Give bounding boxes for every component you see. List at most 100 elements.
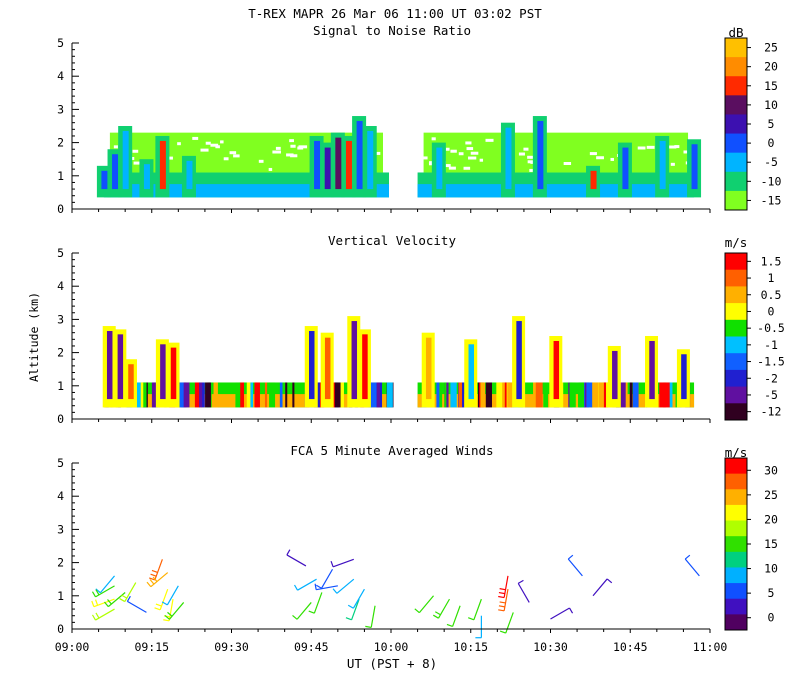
y-tick-label: 3 xyxy=(57,522,64,536)
wind-barb xyxy=(154,588,169,611)
heatmap-speckle xyxy=(205,141,211,145)
heatmap-speckle xyxy=(535,382,543,408)
heatmap-column xyxy=(324,147,331,190)
heatmap-speckle xyxy=(448,166,456,170)
heatmap-speckle xyxy=(610,157,614,161)
heatmap-speckle xyxy=(113,145,118,149)
heatmap-speckle xyxy=(632,382,639,408)
colorbar-label: 0 xyxy=(768,304,775,318)
wind-barb xyxy=(314,583,338,591)
heatmap-speckle xyxy=(480,382,486,408)
colorbar-swatch xyxy=(725,369,747,388)
heatmap-speckle xyxy=(463,166,471,170)
heatmap-speckle xyxy=(458,152,464,156)
y-tick-label: 2 xyxy=(57,346,64,360)
heatmap-column xyxy=(324,337,331,400)
wind-barb xyxy=(286,549,307,567)
x-tick-label: 11:00 xyxy=(693,640,728,654)
heatmap-speckle xyxy=(235,382,241,408)
heatmap-speckle xyxy=(375,151,381,155)
wind-barb xyxy=(468,598,482,621)
heatmap-speckle xyxy=(290,144,296,148)
colorbar-swatch xyxy=(725,319,747,337)
heatmap-column xyxy=(681,354,687,400)
heatmap-column xyxy=(505,127,512,190)
heatmap-speckle xyxy=(229,151,237,155)
colorbar-swatch xyxy=(725,76,747,96)
heatmap-speckle xyxy=(527,160,534,164)
heatmap-column xyxy=(590,170,597,190)
snr-unit: dB xyxy=(728,25,743,40)
heatmap-speckle xyxy=(285,382,288,408)
heatmap-speckle xyxy=(437,382,443,408)
y-tick-label: 0 xyxy=(57,622,64,636)
x-tick-label: 10:00 xyxy=(374,640,409,654)
colorbar-label: 10 xyxy=(764,562,778,576)
heatmap-speckle xyxy=(339,382,344,408)
heatmap-speckle xyxy=(667,145,677,149)
y-tick-label: 5 xyxy=(57,246,64,260)
colorbar-swatch xyxy=(725,504,747,522)
heatmap-speckle xyxy=(233,154,240,158)
heatmap-speckle xyxy=(179,382,187,408)
heatmap-speckle xyxy=(213,382,218,408)
heatmap-speckle xyxy=(663,382,670,408)
heatmap-speckle xyxy=(523,147,529,151)
heatmap-speckle xyxy=(468,156,477,160)
colorbar-label: -15 xyxy=(761,193,782,207)
colorbar-swatch xyxy=(725,133,747,154)
heatmap-column xyxy=(649,340,655,400)
heatmap-speckle xyxy=(331,382,338,408)
wind-barb xyxy=(432,598,451,619)
heatmap-speckle xyxy=(200,148,209,152)
heatmap-column xyxy=(101,170,108,190)
heatmap-column xyxy=(309,331,315,400)
colorbar-swatch xyxy=(725,38,747,58)
y-tick-label: 1 xyxy=(57,169,64,183)
x-tick-label: 09:15 xyxy=(134,640,169,654)
colorbar-swatch xyxy=(725,336,747,354)
colorbar-swatch xyxy=(725,57,747,77)
heatmap-column xyxy=(468,344,474,400)
heatmap-column xyxy=(553,340,560,400)
heatmap-speckle xyxy=(297,146,304,150)
heatmap-column xyxy=(143,164,150,190)
heatmap-speckle xyxy=(683,150,689,154)
wind-barb xyxy=(567,554,583,577)
y-tick-label: 2 xyxy=(57,136,64,150)
winds-plot-area: 0 1 2 3 4 5 09:00 09:15 09:30 09:45 10:00 10:15 10:3… xyxy=(55,456,728,654)
colorbar-frame xyxy=(724,252,748,421)
heatmap-column xyxy=(117,334,124,400)
heatmap-column xyxy=(122,130,129,190)
heatmap-speckle xyxy=(629,382,633,408)
snr-colorbar: 25 20 15 10 5 0 -5 -10 -15 xyxy=(724,37,782,211)
heatmap-speckle xyxy=(132,149,139,153)
heatmap-speckle xyxy=(465,141,472,145)
wind-barb xyxy=(517,579,530,603)
x-tick-label: 09:30 xyxy=(214,640,249,654)
heatmap-speckle xyxy=(383,166,392,170)
wind-barb xyxy=(126,595,147,613)
wind-barb xyxy=(414,595,434,614)
heatmap-speckle xyxy=(210,143,219,147)
heatmap-speckle xyxy=(254,382,260,408)
y-tick-label: 5 xyxy=(57,456,64,470)
heatmap-speckle xyxy=(450,149,457,153)
heatmap-speckle xyxy=(507,382,513,408)
wind-barb xyxy=(365,605,376,629)
heatmap-speckle xyxy=(428,162,435,166)
heatmap-speckle xyxy=(135,382,142,408)
y-tick-label: 4 xyxy=(57,279,64,293)
wind-barb xyxy=(161,585,179,606)
heatmap-speckle xyxy=(598,382,604,408)
heatmap-speckle xyxy=(466,147,474,151)
heatmap-speckle xyxy=(420,156,428,160)
heatmap-speckle xyxy=(444,382,447,408)
y-tick-label: 4 xyxy=(57,489,64,503)
wind-barb xyxy=(347,588,365,609)
heatmap-speckle xyxy=(151,382,158,408)
colorbar-swatch xyxy=(725,458,747,475)
colorbar-swatch xyxy=(725,114,747,135)
colorbar-label: -5 xyxy=(764,155,778,169)
heatmap-speckle xyxy=(496,382,503,408)
